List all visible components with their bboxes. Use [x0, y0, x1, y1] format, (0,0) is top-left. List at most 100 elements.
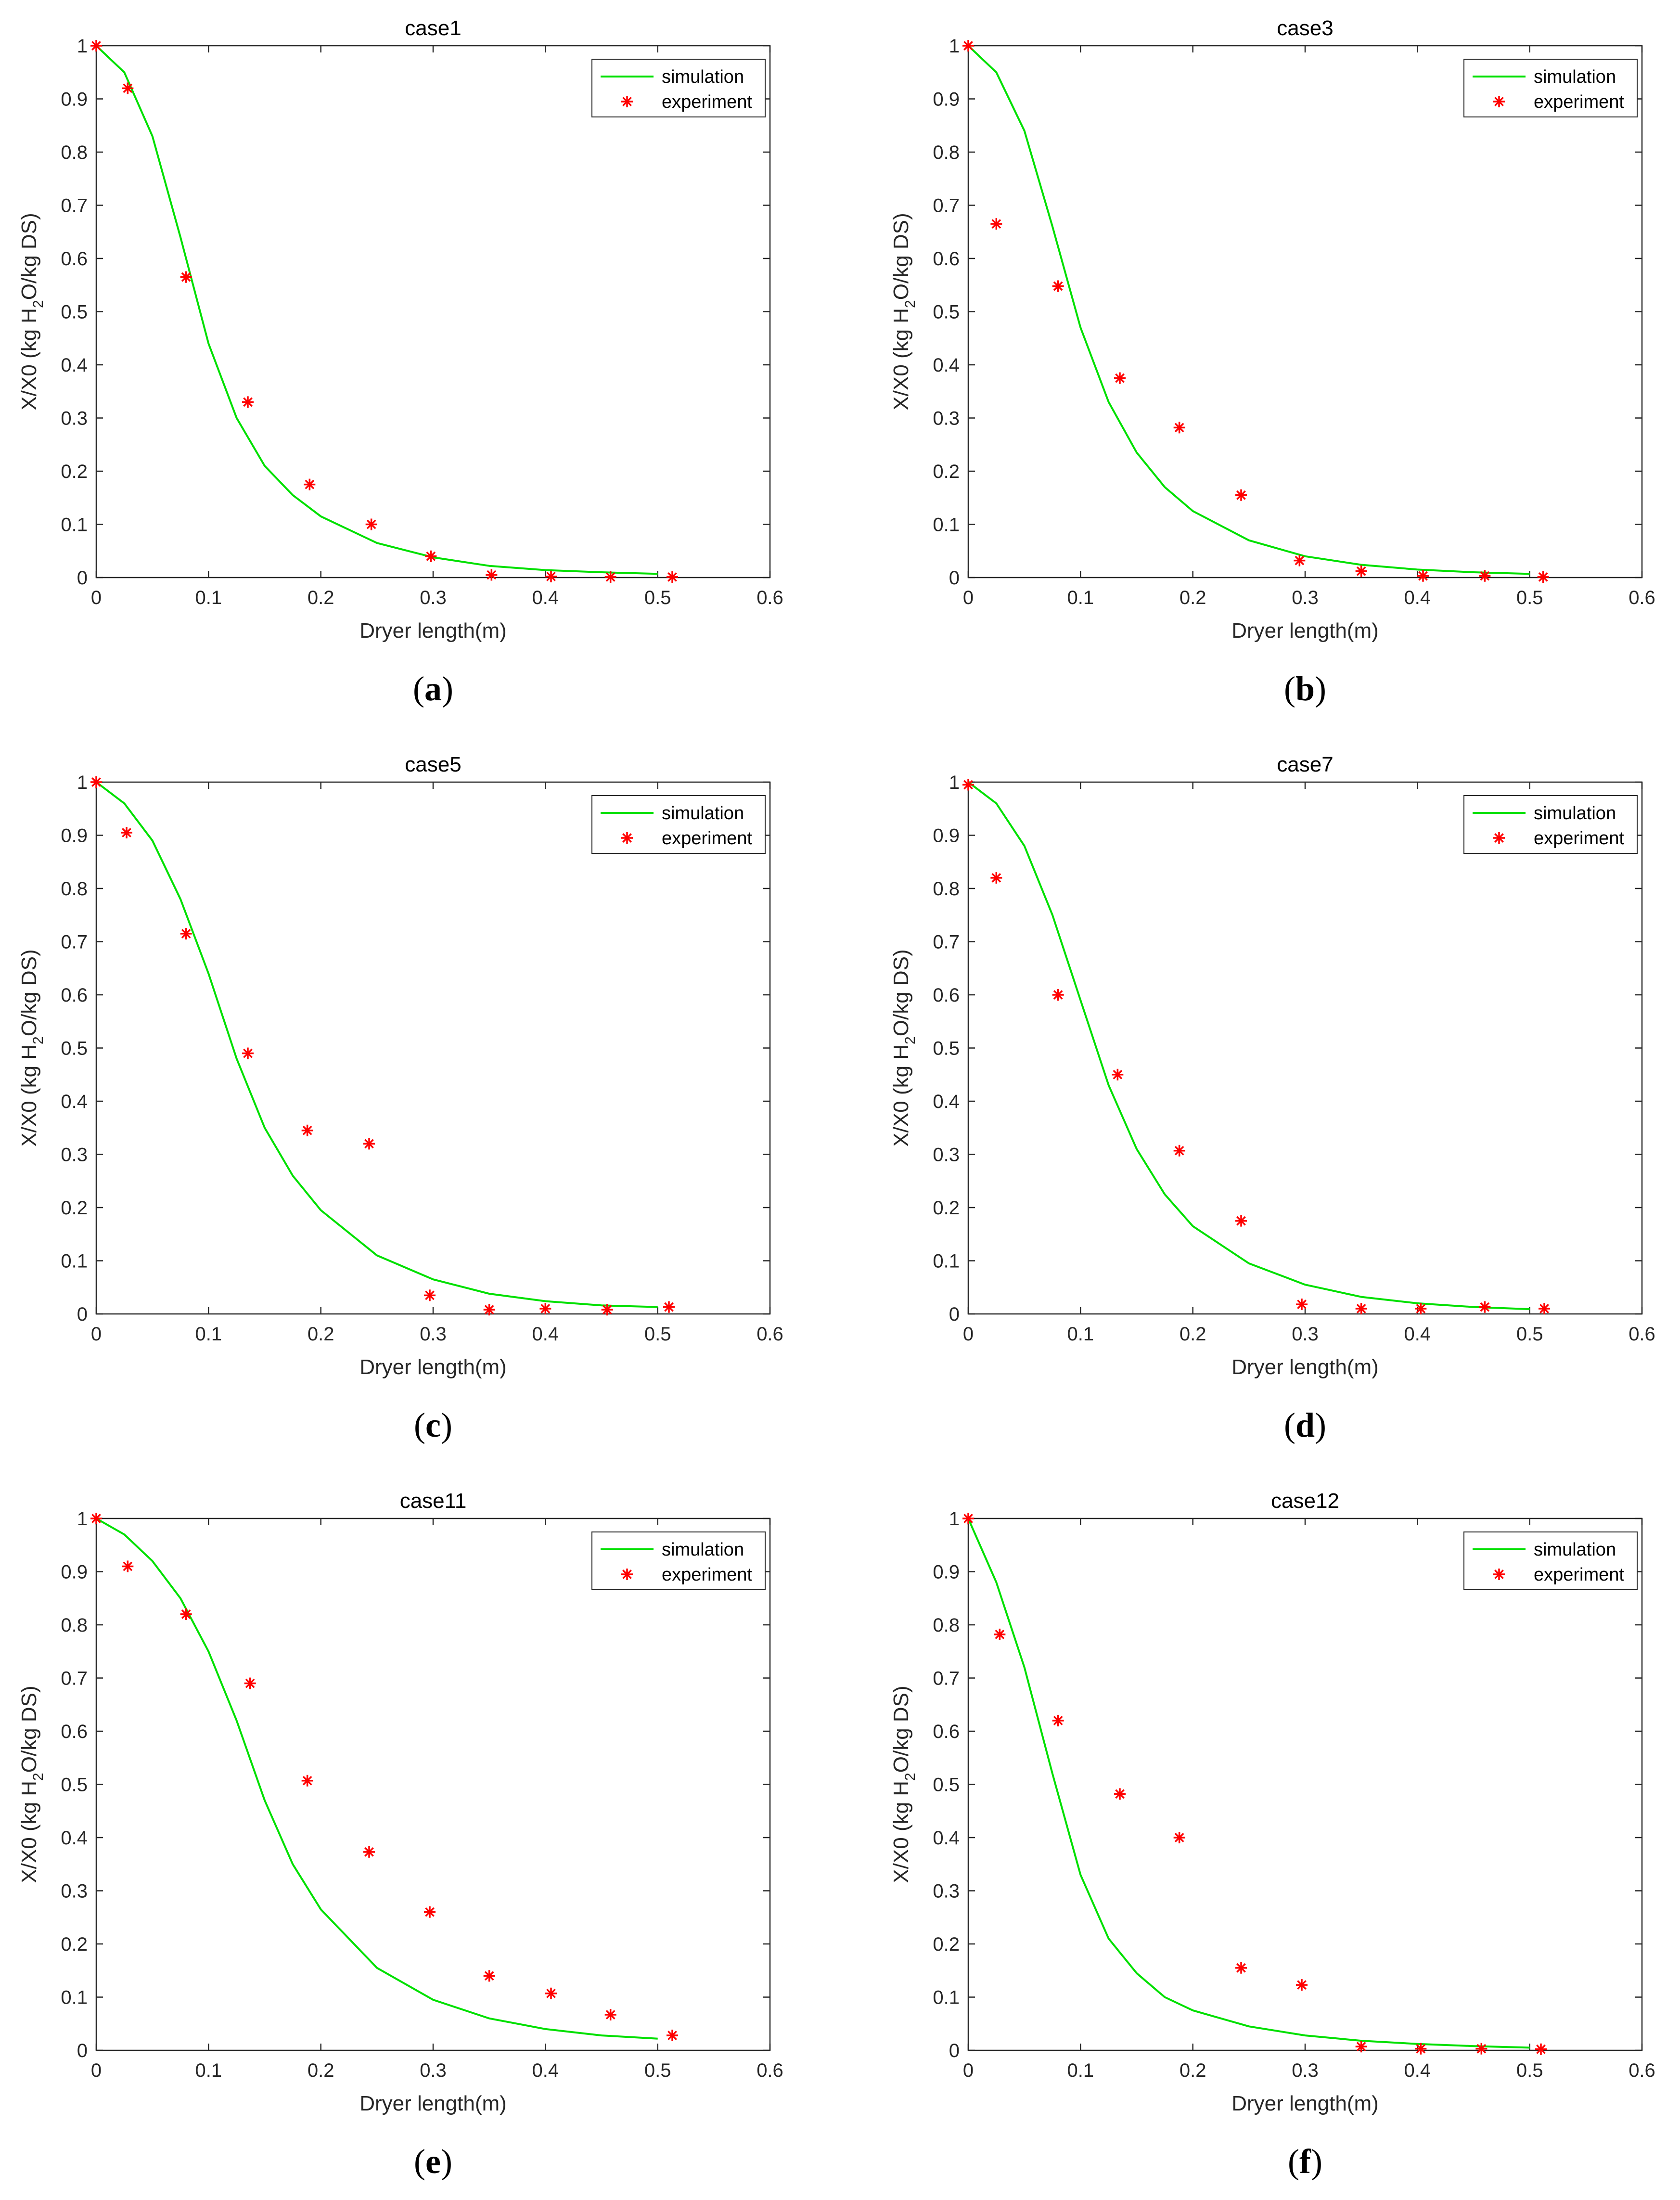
experiment-point: [962, 1513, 974, 1524]
experiment-point: [601, 1304, 613, 1316]
simulation-line: [95, 781, 658, 1308]
y-tick-label: 0.3: [61, 1881, 88, 1902]
experiment-point: [1296, 1979, 1308, 1991]
experiment-point: [1114, 372, 1126, 384]
legend-experiment-label: experiment: [662, 828, 752, 849]
experiment-point: [1173, 1145, 1185, 1157]
x-tick-label: 0.5: [644, 2060, 671, 2081]
chart-panel-e: 0 0.1 0.2 0.3 0.4 0.5 0.6 0 0.1 0.2 0.3 0.4 0.5 0.6 0.…: [17, 1489, 783, 2181]
x-tick-label: 0.6: [1629, 2060, 1655, 2081]
x-tick-label: 0.1: [195, 2060, 222, 2081]
legend-simulation-label: simulation: [1534, 67, 1616, 87]
x-tick-label: 0: [91, 1324, 102, 1345]
x-tick-label: 0.4: [532, 2060, 559, 2081]
x-tick-label: 0: [963, 2060, 974, 2081]
y-tick-label: 0.6: [61, 985, 88, 1006]
chart-title: case3: [1277, 16, 1333, 40]
experiment-point: [1173, 1832, 1185, 1843]
y-tick-label: 0.4: [933, 1827, 960, 1849]
x-tick-label: 0.1: [1067, 1324, 1094, 1345]
x-tick-label: 0.5: [1516, 1324, 1543, 1345]
y-tick-label: 0.1: [933, 1987, 960, 2008]
x-tick-label: 0.4: [1404, 1324, 1431, 1345]
legend-simulation-label: simulation: [662, 67, 744, 87]
y-tick-label: 0.8: [933, 1615, 960, 1636]
y-tick-label: 0.6: [61, 248, 88, 270]
legend-experiment-swatch: [1493, 832, 1505, 844]
y-tick-label: 0.6: [61, 1721, 88, 1742]
y-tick-label: 1: [949, 1508, 960, 1530]
legend-box: [591, 1531, 766, 1590]
y-tick-label: 0.7: [61, 1668, 88, 1689]
chart-title: case12: [1271, 1489, 1339, 1513]
x-tick-label: 0.4: [532, 587, 559, 608]
experiment-point: [180, 927, 192, 939]
x-tick-label: 0.6: [1629, 587, 1655, 608]
x-axis-label: Dryer length(m): [1231, 619, 1379, 643]
y-tick-label: 0: [949, 1304, 960, 1325]
experiment-point: [545, 570, 557, 582]
experiment-point: [180, 271, 192, 283]
y-tick-label: 0.6: [933, 1721, 960, 1742]
y-tick-label: 0: [77, 2040, 88, 2061]
y-tick-label: 0.5: [61, 1038, 88, 1059]
y-tick-label: 0.6: [933, 985, 960, 1006]
y-tick-label: 0.8: [933, 878, 960, 900]
chart-panel-d: 0 0.1 0.2 0.3 0.4 0.5 0.6 0 0.1 0.2 0.3 0.4 0.5 0.6 0.…: [889, 753, 1655, 1444]
experiment-point: [545, 1987, 557, 1999]
y-tick-label: 0.9: [933, 825, 960, 847]
experiment-point: [604, 571, 616, 583]
experiment-point: [604, 2008, 616, 2020]
x-tick-label: 0.5: [644, 1324, 671, 1345]
experiment-point: [1235, 489, 1247, 501]
plot-area: [95, 45, 771, 579]
experiment-point: [483, 1970, 495, 1982]
x-tick-label: 0.6: [757, 2060, 783, 2081]
x-tick-label: 0.3: [420, 587, 447, 608]
legend-experiment-label: experiment: [1534, 1565, 1624, 1585]
x-tick-label: 0: [91, 587, 102, 608]
legend: simulation experiment: [591, 1531, 766, 1590]
chart-title: case1: [405, 16, 461, 40]
y-tick-label: 0.4: [933, 1091, 960, 1112]
legend: simulation experiment: [1463, 59, 1638, 117]
legend-box: [1463, 795, 1638, 854]
experiment-point: [1112, 1068, 1124, 1081]
y-tick-label: 0.8: [61, 142, 88, 163]
y-tick-label: 0.1: [61, 515, 88, 536]
experiment-point: [1114, 1788, 1126, 1800]
legend-box: [1463, 1531, 1638, 1590]
y-tick-label: 0.5: [933, 302, 960, 323]
experiment-point: [1535, 2043, 1547, 2055]
legend-experiment-swatch: [1493, 1569, 1505, 1580]
y-tick-label: 0.2: [61, 461, 88, 482]
y-tick-label: 0.1: [61, 1251, 88, 1272]
experiment-point: [667, 571, 678, 583]
chart-title: case7: [1277, 753, 1333, 776]
experiment-point: [962, 779, 974, 791]
experiment-point: [1479, 1301, 1491, 1313]
experiment-point: [1479, 570, 1491, 582]
y-tick-label: 0.8: [933, 142, 960, 163]
experiment-point: [90, 40, 102, 51]
y-tick-label: 0.5: [61, 302, 88, 323]
x-tick-label: 0.3: [420, 2060, 447, 2081]
plot-area: [967, 1518, 1643, 2051]
x-tick-label: 0.2: [1180, 587, 1206, 608]
x-tick-label: 0.4: [1404, 2060, 1431, 2081]
y-tick-label: 0.1: [933, 515, 960, 536]
experiment-point: [363, 1138, 375, 1150]
experiment-point: [304, 478, 316, 490]
experiment-point: [1052, 1714, 1064, 1726]
x-axis-label: Dryer length(m): [1231, 1355, 1379, 1379]
y-tick-label: 1: [949, 36, 960, 57]
y-tick-label: 0.5: [61, 1775, 88, 1796]
x-tick-label: 0.1: [195, 1324, 222, 1345]
legend-simulation-label: simulation: [662, 803, 744, 823]
experiment-point: [301, 1775, 313, 1787]
x-tick-label: 0.5: [1516, 2060, 1543, 2081]
y-tick-label: 0: [77, 1304, 88, 1325]
x-axis-label: Dryer length(m): [1231, 2092, 1379, 2115]
chart-panel-b: 0 0.1 0.2 0.3 0.4 0.5 0.6 0 0.1 0.2 0.3 0.4 0.5 0.6 0.…: [889, 16, 1655, 708]
